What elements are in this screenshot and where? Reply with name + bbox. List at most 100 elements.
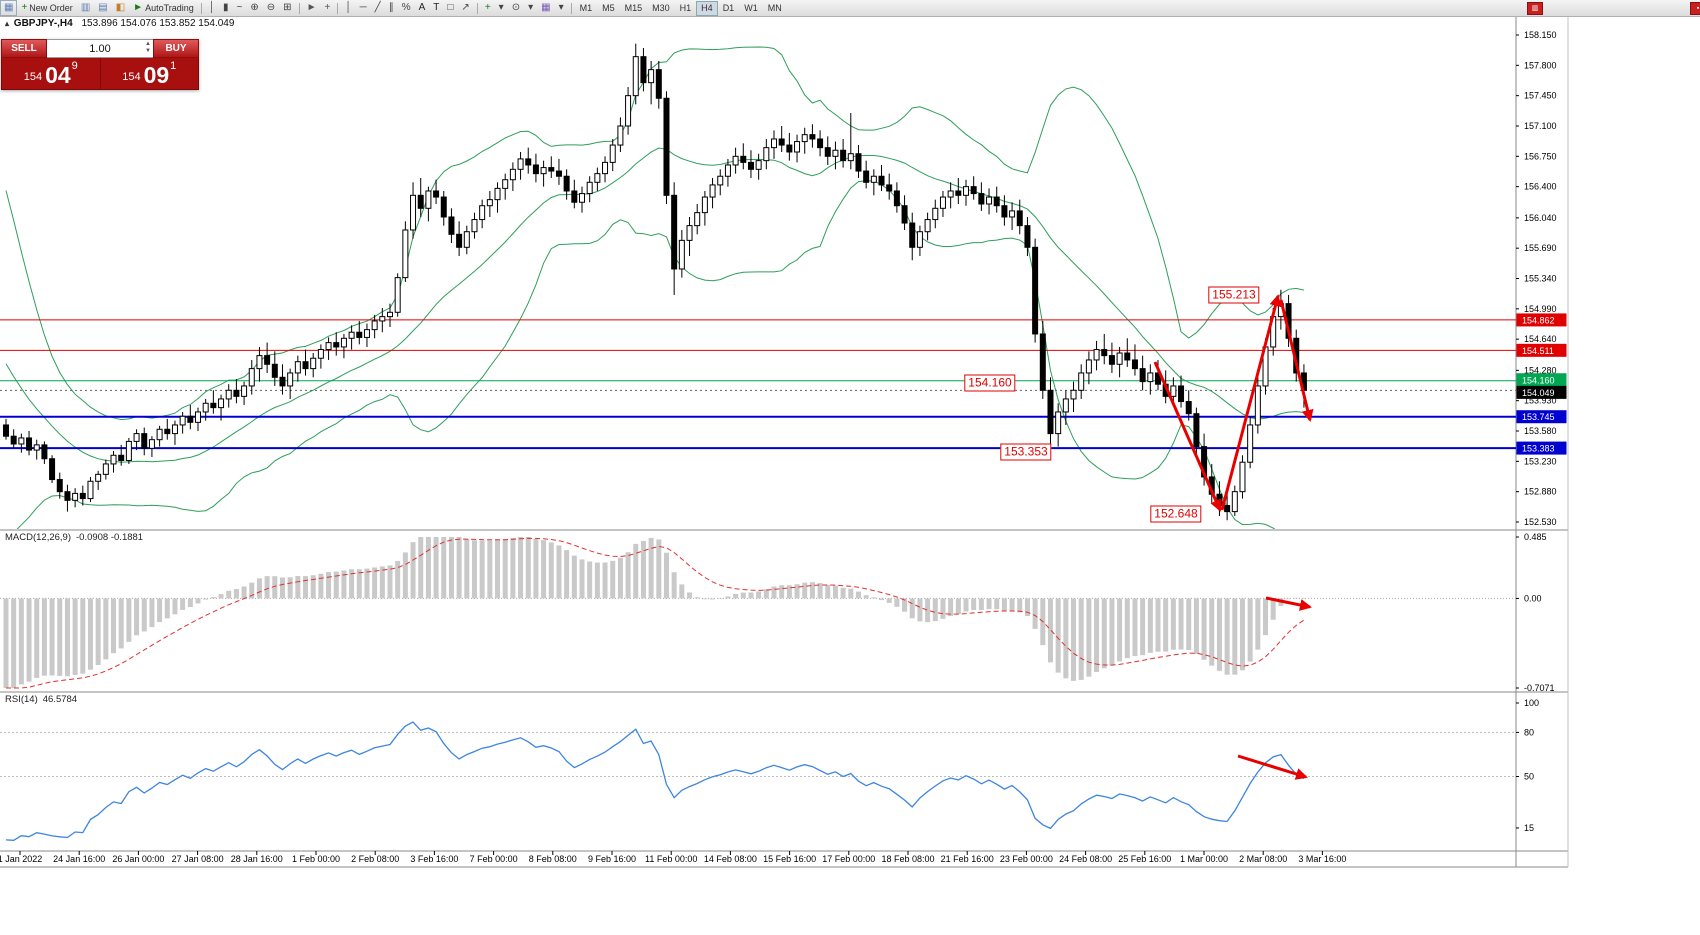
buy-price-sup: 1 — [170, 60, 177, 72]
new-order-button[interactable]: + New Order — [17, 0, 76, 16]
zoom-in-icon[interactable]: ⊕ — [246, 0, 262, 16]
autotrading-button-label: AutoTrading — [145, 3, 194, 13]
svg-text:155.690: 155.690 — [1524, 243, 1557, 253]
sell-price[interactable]: 154 04 9 — [2, 58, 100, 89]
templates-dropdown-icon[interactable]: ▾ — [555, 0, 568, 16]
horizontal-line-icon[interactable]: ─ — [356, 0, 371, 16]
shapes-icon[interactable]: □ — [443, 0, 457, 16]
svg-text:23 Feb 00:00: 23 Feb 00:00 — [1000, 854, 1053, 864]
bar-chart-icon: │ — [208, 2, 216, 13]
market-watch-icon[interactable]: ▥ — [77, 0, 94, 16]
svg-text:3 Mar 16:00: 3 Mar 16:00 — [1298, 854, 1346, 864]
svg-text:154.511: 154.511 — [1522, 346, 1554, 356]
market-watch-icon: ▥ — [80, 2, 91, 13]
volume-value: 1.00 — [89, 42, 111, 55]
timeframe-m1[interactable]: M1 — [579, 2, 593, 13]
volume-down-icon[interactable]: ▼ — [145, 48, 151, 54]
volume-up-icon[interactable]: ▲ — [145, 41, 151, 47]
volume-stepper[interactable]: ▲ ▼ — [145, 41, 151, 55]
navigator-icon[interactable]: ◧ — [112, 0, 129, 16]
svg-text:158.150: 158.150 — [1524, 30, 1557, 40]
text-icon[interactable]: A — [415, 0, 430, 16]
svg-text:154.990: 154.990 — [1524, 304, 1557, 314]
timeframe-mn[interactable]: MN — [767, 2, 782, 13]
data-window-icon[interactable]: ▤ — [94, 0, 111, 16]
price-divider — [99, 58, 101, 89]
svg-text:2 Feb 08:00: 2 Feb 08:00 — [351, 854, 399, 864]
price-annotation-154.160[interactable]: 154.160 — [964, 374, 1016, 392]
timeframe-m30[interactable]: M30 — [652, 2, 670, 13]
svg-text:154.640: 154.640 — [1524, 334, 1557, 344]
svg-text:25 Feb 16:00: 25 Feb 16:00 — [1118, 854, 1171, 864]
timeframe-d1[interactable]: D1 — [722, 2, 735, 13]
svg-text:154.049: 154.049 — [1522, 388, 1555, 398]
tile-windows-icon[interactable]: ⊞ — [279, 0, 295, 16]
bar-chart-icon[interactable]: │ — [205, 0, 219, 16]
data-window-icon: ▤ — [98, 2, 108, 13]
arrow-tool-icon[interactable]: ↗ — [457, 0, 473, 16]
price-annotation-152.648[interactable]: 152.648 — [1150, 505, 1202, 523]
depth-of-market-icon[interactable]: ▥ — [1527, 2, 1543, 15]
periods-icon[interactable]: ⊙ — [508, 0, 524, 16]
new-order-button-label: New Order — [29, 3, 73, 13]
zoom-out-icon[interactable]: ⊖ — [263, 0, 279, 16]
periods-dropdown-icon[interactable]: ▾ — [524, 0, 537, 16]
cursor-icon[interactable]: ► — [303, 0, 321, 16]
arrow-tool-icon: ↗ — [461, 2, 470, 13]
vertical-line-icon: │ — [345, 2, 352, 13]
trendline-icon[interactable]: ╱ — [371, 0, 385, 16]
indicators-dropdown-icon: ▾ — [498, 2, 504, 13]
price-annotation-155.213[interactable]: 155.213 — [1208, 286, 1260, 304]
price-annotation-153.353[interactable]: 153.353 — [1000, 443, 1052, 461]
one-click-trading-widget: SELL 1.00 ▲ ▼ BUY 154 04 9 154 09 1 — [1, 39, 199, 90]
toolbar-separator — [200, 2, 202, 14]
fibonacci-icon[interactable]: % — [398, 0, 415, 16]
vertical-line-icon[interactable]: │ — [341, 0, 355, 16]
svg-text:21 Feb 16:00: 21 Feb 16:00 — [941, 854, 994, 864]
buy-price-big: 09 — [143, 62, 170, 88]
svg-text:28 Jan 16:00: 28 Jan 16:00 — [231, 854, 283, 864]
svg-text:18 Feb 08:00: 18 Feb 08:00 — [881, 854, 934, 864]
autotrading-button[interactable]: ► AutoTrading — [129, 0, 198, 16]
svg-text:27 Jan 08:00: 27 Jan 08:00 — [172, 854, 224, 864]
sell-price-prefix: 154 — [23, 71, 43, 83]
label-icon[interactable]: T — [429, 0, 443, 16]
sell-button[interactable]: SELL — [1, 39, 47, 58]
indicators-button[interactable]: + — [481, 0, 495, 16]
indicators-dropdown-icon[interactable]: ▾ — [495, 0, 508, 16]
svg-text:-0.7071: -0.7071 — [1524, 683, 1555, 693]
timeframe-h1[interactable]: H1 — [679, 2, 692, 13]
toolbar-separator — [476, 2, 478, 14]
templates-icon[interactable]: ▦ — [537, 0, 554, 16]
svg-text:154.160: 154.160 — [1522, 375, 1555, 385]
svg-text:11 Feb 00:00: 11 Feb 00:00 — [645, 854, 697, 864]
timeframe-h4[interactable]: H4 — [696, 0, 718, 16]
timeframe-m5[interactable]: M5 — [602, 2, 615, 13]
new-order-button: + — [21, 2, 28, 13]
zoom-in-icon: ⊕ — [250, 2, 259, 13]
svg-text:2 Mar 08:00: 2 Mar 08:00 — [1239, 854, 1287, 864]
periods-dropdown-icon: ▾ — [528, 2, 534, 13]
window-badge-icon[interactable]: ▪ — [1690, 2, 1700, 15]
svg-text:155.340: 155.340 — [1524, 274, 1557, 284]
toolbar-separator — [570, 2, 572, 14]
svg-text:24 Feb 08:00: 24 Feb 08:00 — [1059, 854, 1112, 864]
svg-text:153.580: 153.580 — [1524, 426, 1557, 436]
line-chart-icon[interactable]: ~ — [233, 0, 247, 16]
volume-input[interactable]: 1.00 ▲ ▼ — [47, 39, 153, 58]
candle-chart-icon[interactable]: ▮ — [219, 0, 233, 16]
timeframe-w1[interactable]: W1 — [744, 2, 758, 13]
timeframe-m15[interactable]: M15 — [624, 2, 643, 13]
svg-text:157.450: 157.450 — [1524, 91, 1557, 101]
svg-text:153.930: 153.930 — [1524, 396, 1557, 406]
buy-price[interactable]: 154 09 1 — [101, 58, 199, 89]
svg-text:153.230: 153.230 — [1524, 456, 1557, 466]
crosshair-icon[interactable]: + — [320, 0, 334, 16]
sell-price-big: 04 — [45, 62, 71, 88]
svg-text:156.400: 156.400 — [1524, 182, 1557, 192]
charts-dropdown-icon[interactable]: ▦ — [0, 0, 18, 16]
buy-button[interactable]: BUY — [153, 39, 199, 58]
channel-icon[interactable]: ∥ — [385, 0, 398, 16]
toolbar-separator — [337, 2, 339, 14]
